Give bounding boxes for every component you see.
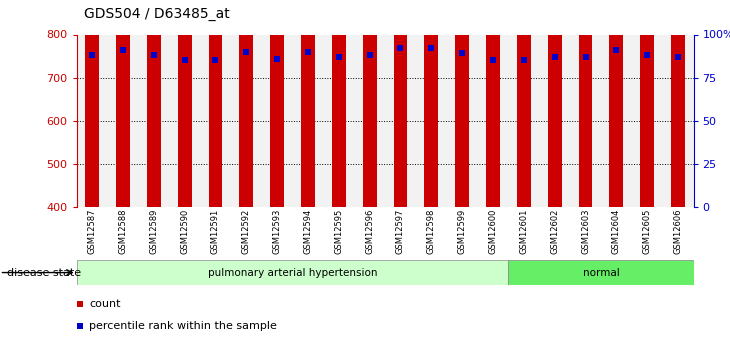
Bar — [385, 34, 416, 207]
Bar — [671, 0, 685, 207]
Bar — [393, 0, 407, 207]
Point — [179, 58, 191, 63]
Text: GDS504 / D63485_at: GDS504 / D63485_at — [84, 7, 230, 21]
Bar — [640, 0, 654, 207]
Bar — [239, 0, 253, 207]
Bar — [579, 0, 593, 207]
Text: percentile rank within the sample: percentile rank within the sample — [89, 322, 277, 331]
Point — [148, 52, 160, 58]
Point — [210, 58, 221, 63]
Point — [302, 49, 314, 55]
Bar — [477, 34, 508, 207]
Bar — [570, 34, 601, 207]
Bar — [177, 162, 191, 345]
Bar — [270, 0, 284, 207]
Bar — [200, 34, 231, 207]
Bar — [424, 0, 438, 207]
Text: normal: normal — [583, 268, 619, 277]
Text: disease state: disease state — [7, 268, 82, 277]
Point — [487, 58, 499, 63]
Bar — [231, 34, 261, 207]
Bar — [209, 146, 223, 345]
Bar — [486, 148, 500, 345]
Bar — [77, 260, 508, 285]
Bar — [640, 115, 654, 345]
Bar — [116, 151, 130, 345]
Bar — [631, 34, 663, 207]
Point — [426, 46, 437, 51]
Bar — [579, 131, 593, 345]
Bar — [138, 34, 169, 207]
Bar — [548, 0, 561, 207]
Bar — [539, 34, 570, 207]
Bar — [393, 53, 407, 345]
Bar — [77, 34, 107, 207]
Bar — [85, 0, 99, 207]
Bar — [177, 0, 191, 207]
Bar — [517, 117, 531, 345]
Bar — [424, 52, 438, 345]
Point — [642, 52, 653, 58]
Point — [580, 54, 591, 60]
Bar — [517, 0, 531, 207]
Bar — [332, 131, 346, 345]
Bar — [508, 260, 694, 285]
Point — [610, 47, 622, 53]
Bar — [363, 0, 377, 207]
Bar — [548, 165, 561, 345]
Bar — [116, 0, 130, 207]
Point — [86, 52, 98, 58]
Bar — [601, 34, 631, 207]
Bar — [147, 0, 161, 207]
Bar — [169, 34, 200, 207]
Text: count: count — [89, 299, 120, 308]
Point — [117, 47, 128, 53]
Bar — [610, 0, 623, 207]
Point — [518, 58, 530, 63]
Bar — [610, 142, 623, 345]
Bar — [416, 34, 447, 207]
Point — [333, 54, 345, 60]
Bar — [323, 34, 354, 207]
Bar — [363, 109, 377, 345]
Point — [272, 56, 283, 61]
Bar — [447, 34, 477, 207]
Point — [549, 54, 561, 60]
Bar — [209, 0, 223, 207]
Point — [240, 49, 252, 55]
Point — [395, 46, 407, 51]
Bar — [107, 34, 138, 207]
Point — [364, 52, 375, 58]
Bar — [663, 34, 694, 207]
Bar — [456, 141, 469, 345]
Bar — [262, 34, 293, 207]
Bar — [354, 34, 385, 207]
Bar — [509, 34, 539, 207]
Bar — [270, 168, 284, 345]
Point — [456, 51, 468, 56]
Bar — [147, 122, 161, 345]
Bar — [85, 104, 99, 345]
Bar — [671, 154, 685, 345]
Text: pulmonary arterial hypertension: pulmonary arterial hypertension — [208, 268, 377, 277]
Bar — [332, 0, 346, 207]
Bar — [301, 0, 315, 207]
Bar — [301, 62, 315, 345]
Bar — [456, 0, 469, 207]
Bar — [486, 0, 500, 207]
Bar — [239, 85, 253, 345]
Point — [672, 54, 684, 60]
Bar — [293, 34, 323, 207]
